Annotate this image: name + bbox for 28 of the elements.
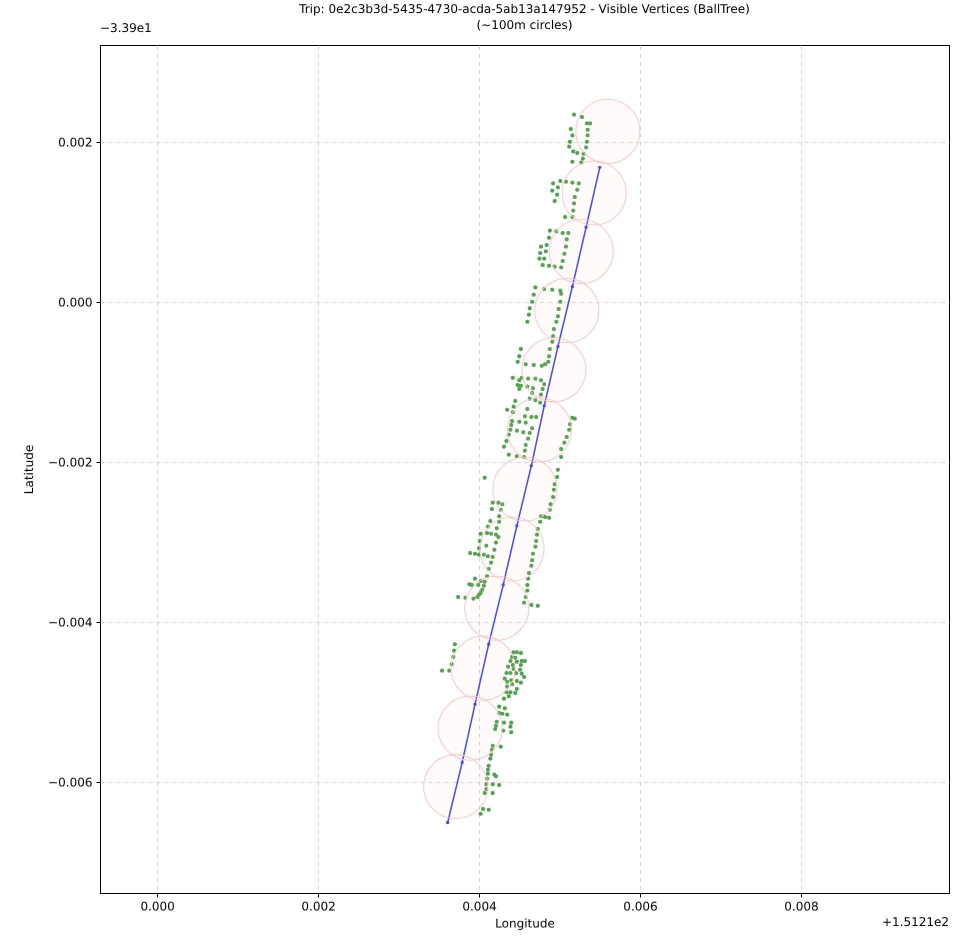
chart-title: Trip: 0e2c3b3d-5435-4730-acda-5ab13a147952 - Visible Vertices (BallTree) xyxy=(298,2,750,16)
y-axis-title: Latitude xyxy=(22,444,36,494)
x-tick-label: 0.004 xyxy=(462,900,497,914)
point xyxy=(570,285,574,288)
chart-subtitle: (~100m circles) xyxy=(476,18,572,32)
x-axis-title: Longitude xyxy=(495,916,555,930)
text: −3.39e1 xyxy=(100,21,152,35)
point xyxy=(556,345,560,348)
x-tick-label: 0.000 xyxy=(140,900,175,914)
y-tick-label: −0.006 xyxy=(48,775,92,790)
y-tick-label: 0.002 xyxy=(58,135,92,150)
point xyxy=(542,404,546,408)
x-tick-label: 0.008 xyxy=(784,900,819,914)
text: +1.5121e2 xyxy=(882,915,949,929)
point xyxy=(487,642,490,646)
point xyxy=(446,821,450,824)
y-tick-label: −0.002 xyxy=(48,455,92,470)
point xyxy=(502,583,505,587)
point xyxy=(473,702,477,706)
y-tick-label: 0.000 xyxy=(58,295,92,310)
point xyxy=(530,464,533,468)
point xyxy=(598,166,602,169)
point xyxy=(460,761,464,764)
x-tick-label: 0.002 xyxy=(301,900,336,914)
x-tick-label: 0.006 xyxy=(623,900,658,914)
point xyxy=(584,226,588,229)
y-tick-label: −0.004 xyxy=(48,615,92,630)
point xyxy=(515,524,518,528)
